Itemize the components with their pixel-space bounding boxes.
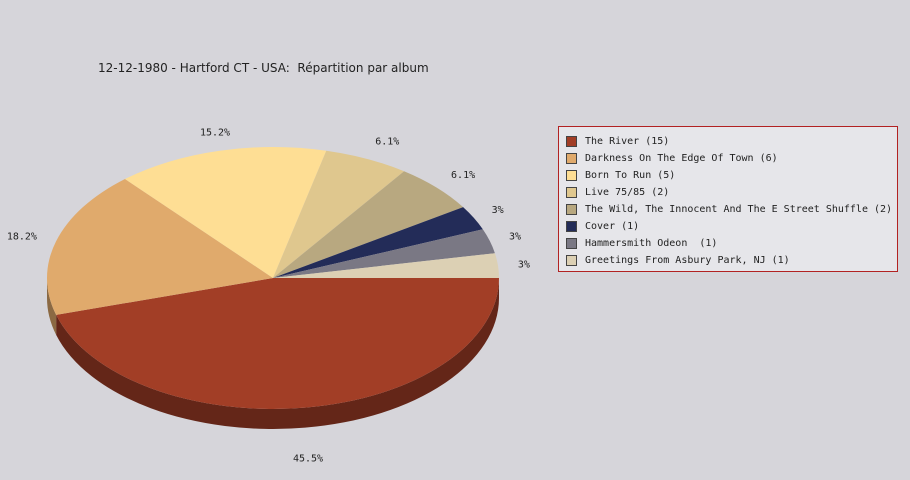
pie-percent-label-2: 15.2% xyxy=(200,127,230,138)
pie-slice-4[interactable] xyxy=(273,171,464,278)
legend-item: Live 75/85 (2) xyxy=(566,184,897,201)
pie-percent-label-7: 3% xyxy=(518,260,530,271)
legend-swatch xyxy=(566,238,577,249)
legend-label: Cover (1) xyxy=(585,221,640,232)
legend-label: Hammersmith Odeon (1) xyxy=(585,238,718,249)
legend-swatch xyxy=(566,153,577,164)
legend-label: Born To Run (5) xyxy=(585,170,676,181)
legend-item: Greetings From Asbury Park, NJ (1) xyxy=(566,252,897,269)
legend-swatch xyxy=(566,187,577,198)
pie-percent-label-3: 6.1% xyxy=(375,137,399,148)
legend-label: Darkness On The Edge Of Town (6) xyxy=(585,153,778,164)
pie-slice-7[interactable] xyxy=(273,253,499,278)
legend-swatch xyxy=(566,170,577,181)
legend-label: Greetings From Asbury Park, NJ (1) xyxy=(585,255,790,266)
legend-swatch xyxy=(566,204,577,215)
legend-swatch xyxy=(566,136,577,147)
pie-slice-6[interactable] xyxy=(273,229,495,278)
pie-slice-3[interactable] xyxy=(273,150,405,278)
pie-slice-0[interactable] xyxy=(56,278,499,409)
legend-swatch xyxy=(566,255,577,266)
pie-percent-label-1: 18.2% xyxy=(7,231,37,242)
pie-percent-label-0: 45.5% xyxy=(293,453,323,464)
legend-item: Hammersmith Odeon (1) xyxy=(566,235,897,252)
legend-item: Born To Run (5) xyxy=(566,167,897,184)
legend-label: The Wild, The Innocent And The E Street … xyxy=(585,204,893,215)
legend-item: Cover (1) xyxy=(566,218,897,235)
pie-percent-label-6: 3% xyxy=(509,231,521,242)
legend-item: The Wild, The Innocent And The E Street … xyxy=(566,201,897,218)
legend: The River (15) Darkness On The Edge Of To… xyxy=(558,126,898,272)
pie-slice-2[interactable] xyxy=(125,147,327,278)
legend-item: The River (15) xyxy=(566,133,897,150)
pie-slice-side-1 xyxy=(47,278,57,335)
legend-item: Darkness On The Edge Of Town (6) xyxy=(566,150,897,167)
pie-slice-5[interactable] xyxy=(273,207,483,278)
legend-swatch xyxy=(566,221,577,232)
chart-title: 12-12-1980 - Hartford CT - USA: Répartit… xyxy=(98,61,429,75)
legend-label: The River (15) xyxy=(585,136,670,147)
pie-slice-1[interactable] xyxy=(46,178,274,315)
pie-percent-label-4: 6.1% xyxy=(451,170,475,181)
pie-slice-side-0 xyxy=(56,278,499,429)
pie-percent-label-5: 3% xyxy=(492,205,504,216)
legend-label: Live 75/85 (2) xyxy=(585,187,670,198)
